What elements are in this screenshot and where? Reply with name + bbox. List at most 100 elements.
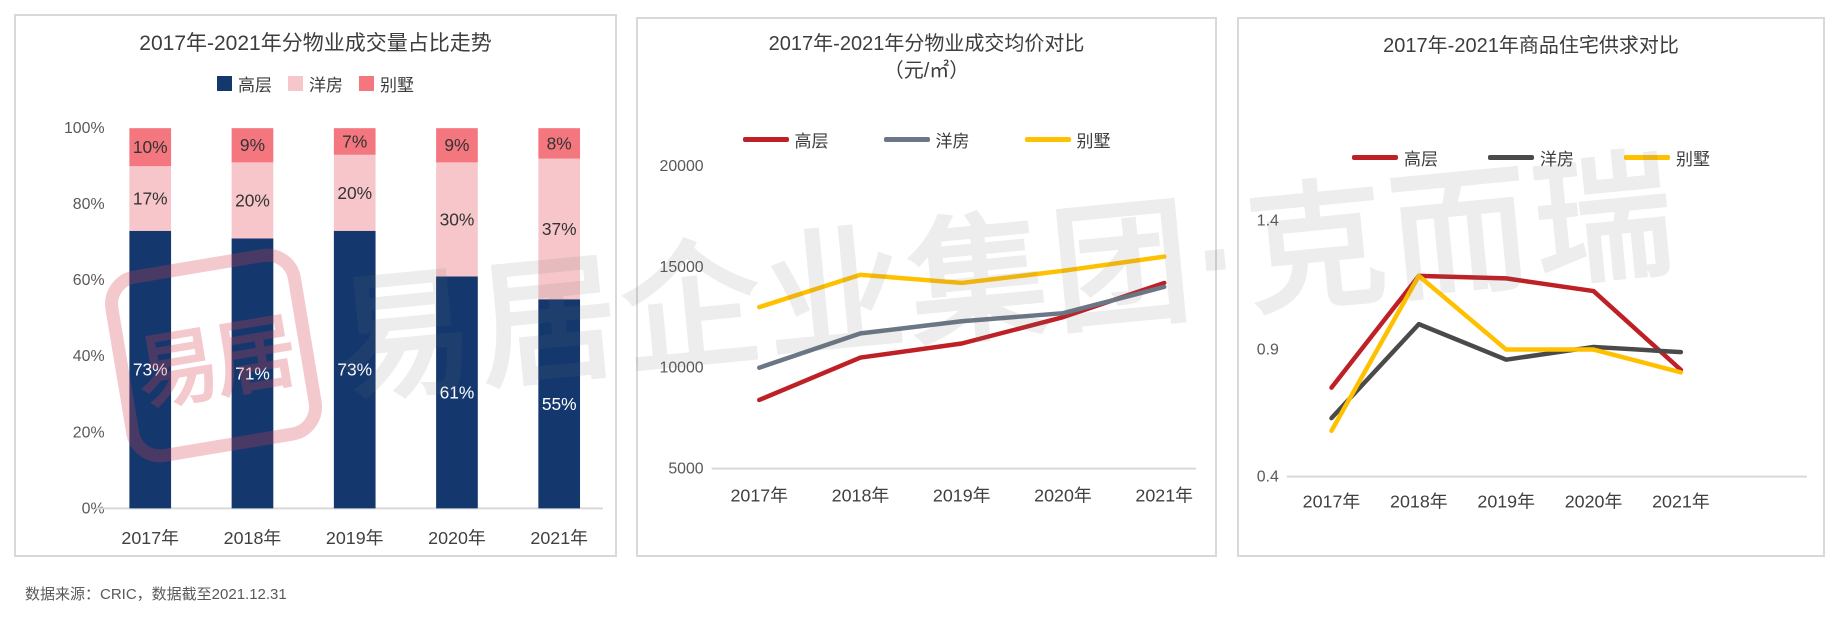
legend-item: 高层 (217, 71, 272, 96)
y-tick-label: 10000 (660, 359, 704, 376)
avg-price-chart-panel: 2017年-2021年分物业成交均价对比 （元/㎡） 高层 洋房 别墅 20000 1… (636, 17, 1217, 557)
x-tick-label: 2019年 (933, 485, 991, 505)
legend-item: 洋房 (883, 127, 970, 152)
x-tick-label: 2018年 (1390, 491, 1448, 511)
y-tick-label: 60% (73, 272, 105, 289)
bar-value-label: 7% (342, 131, 367, 151)
legend-swatch (288, 76, 303, 91)
bar-segment (129, 230, 172, 509)
legend-item: 别墅 (359, 71, 414, 96)
bar-value-label: 9% (444, 135, 469, 155)
y-tick-label: 20000 (660, 158, 704, 175)
legend-item: 高层 (742, 127, 829, 152)
x-tick-label: 2021年 (1135, 485, 1193, 505)
legend-label: 洋房 (309, 76, 343, 95)
bar-value-label: 37% (542, 219, 577, 239)
legend-label: 洋房 (935, 132, 970, 151)
legend-swatch (217, 76, 232, 91)
x-tick-label: 2017年 (1303, 491, 1361, 511)
bar-segment (436, 276, 478, 509)
y-tick-label: 0.9 (1257, 341, 1279, 358)
y-tick-label: 0% (82, 500, 105, 517)
data-source-note: 数据来源：CRIC，数据截至2021.12.31 (25, 586, 287, 603)
legend-item: 别墅 (1024, 127, 1111, 152)
y-tick-label: 5000 (668, 461, 703, 478)
bar-segment (333, 230, 376, 509)
bar-segment (538, 299, 581, 509)
legend-label: 高层 (794, 132, 829, 151)
chart-subtitle: （元/㎡） (883, 60, 970, 82)
bar-segment (333, 128, 376, 155)
bar-segment (231, 162, 274, 239)
supply-demand-plot: 1.4 0.9 0.4 2017年 2018年 2019年 2020年 2021年 (1257, 212, 1807, 511)
bar-value-label: 8% (547, 133, 572, 153)
x-tick-label: 2018年 (832, 485, 890, 505)
x-tick-label: 2019年 (326, 528, 384, 548)
x-tick-label: 2020年 (428, 528, 486, 548)
bar-segment (538, 158, 581, 300)
legend-item: 别墅 (1624, 145, 1710, 170)
bar-value-label: 73% (133, 360, 168, 380)
bar-segment (538, 128, 581, 159)
x-tick-label: 2021年 (530, 528, 588, 548)
legend-swatch (1488, 155, 1534, 160)
series-line (757, 284, 1167, 370)
y-tick-label: 80% (73, 196, 105, 213)
bar-segment (231, 238, 274, 509)
legend-swatch (1352, 155, 1398, 160)
y-tick-label: 40% (73, 348, 105, 365)
bar-value-label: 20% (235, 190, 270, 210)
bar-segment (333, 154, 376, 231)
bar-segment (436, 128, 478, 163)
bar-segment (231, 128, 274, 163)
bar-segment (129, 166, 172, 231)
legend-swatch (883, 137, 930, 142)
legend-swatch (1624, 155, 1670, 160)
bar-value-label: 73% (337, 360, 372, 380)
chart-legend: 高层 洋房 别墅 (16, 71, 615, 96)
legend-label: 别墅 (1076, 132, 1111, 151)
series-line (1329, 273, 1684, 434)
x-tick-label: 2020年 (1565, 491, 1623, 511)
legend-label: 别墅 (380, 76, 414, 95)
legend-label: 洋房 (1540, 150, 1574, 169)
bar-value-label: 17% (133, 188, 168, 208)
chart-legend: 高层 洋房 别墅 (638, 127, 1215, 152)
chart-title: 2017年-2021年商品住宅供求对比 (1383, 35, 1679, 57)
bar-value-label: 9% (240, 135, 265, 155)
bar-segment (436, 162, 478, 277)
legend-item: 高层 (1352, 145, 1438, 170)
legend-label: 高层 (1404, 150, 1438, 169)
legend-label: 高层 (238, 76, 272, 95)
legend-swatch (742, 137, 789, 142)
x-tick-label: 2021年 (1652, 491, 1710, 511)
volume-share-chart-panel: 2017年-2021年分物业成交量占比走势 高层 洋房 别墅 100% 80% 60% 4… (14, 14, 617, 557)
x-tick-label: 2020年 (1034, 485, 1092, 505)
legend-swatch (359, 76, 374, 91)
chart-title: 2017年-2021年分物业成交均价对比 (768, 33, 1085, 55)
y-tick-label: 1.4 (1257, 212, 1279, 229)
volume-share-plot: 100% 80% 60% 40% 20% 0% 73% 17% 10% 2017年 71% 20% 9%… (64, 120, 603, 548)
series-line (1329, 273, 1684, 390)
bar-value-label: 10% (133, 137, 168, 157)
series-line (1329, 321, 1684, 421)
bar-value-label: 61% (440, 382, 475, 402)
supply-demand-chart-panel: 2017年-2021年商品住宅供求对比 高层 洋房 别墅 1.4 0.9 0.4 2017… (1237, 17, 1825, 557)
bar-value-label: 20% (337, 183, 372, 203)
y-tick-label: 100% (64, 120, 105, 137)
chart-legend: 高层 洋房 别墅 (1239, 145, 1823, 170)
series-line (757, 254, 1167, 310)
bar-segment (129, 128, 172, 167)
bar-value-label: 71% (235, 363, 270, 383)
legend-item: 洋房 (288, 71, 343, 96)
x-tick-label: 2018年 (224, 528, 282, 548)
x-tick-label: 2017年 (730, 485, 788, 505)
legend-label: 别墅 (1676, 150, 1710, 169)
y-tick-label: 15000 (660, 259, 704, 276)
chart-title: 2017年-2021年分物业成交量占比走势 (139, 32, 492, 55)
legend-item: 洋房 (1488, 145, 1574, 170)
bar-value-label: 30% (440, 209, 475, 229)
y-tick-label: 20% (73, 424, 105, 441)
avg-price-plot: 20000 15000 10000 5000 2017年 2018年 2019年 2020年 2… (660, 158, 1196, 505)
